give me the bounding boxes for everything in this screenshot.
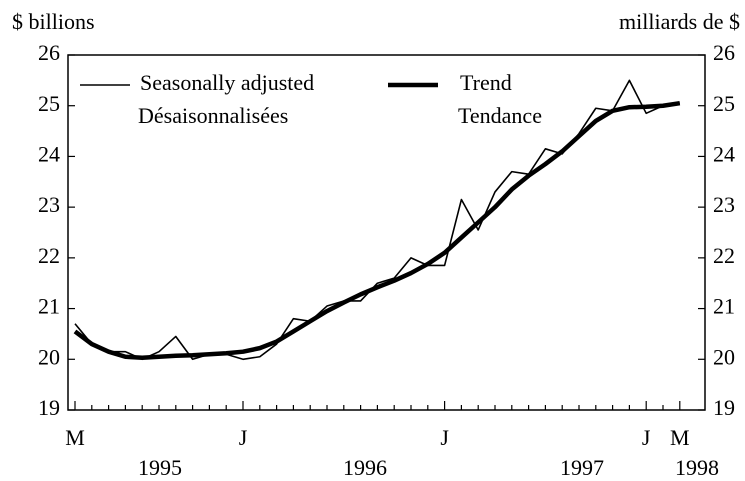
y-label-left: $ billions (12, 9, 95, 34)
y-tick-label-right: 23 (713, 192, 735, 217)
y-tick-label: 21 (38, 294, 60, 319)
y-tick-label-right: 26 (713, 40, 735, 65)
y-tick-label: 25 (38, 91, 60, 116)
y-tick-label-right: 21 (713, 294, 735, 319)
year-label: 1996 (343, 455, 387, 480)
y-tick-label-right: 19 (713, 395, 735, 420)
legend-label-fr: Désaisonnalisées (138, 103, 288, 128)
x-tick-label: J (642, 425, 651, 450)
y-tick-label-right: 24 (713, 141, 735, 166)
legend-label-fr: Tendance (458, 103, 542, 128)
plot-frame (67, 54, 706, 411)
y-tick-label: 23 (38, 192, 60, 217)
series-line (73, 100, 681, 361)
y-tick-label: 24 (38, 141, 60, 166)
legend-label: Trend (460, 70, 512, 95)
y-tick-label: 20 (38, 344, 60, 369)
y-tick-label: 26 (38, 40, 60, 65)
year-label: 1995 (138, 455, 182, 480)
y-tick-label: 19 (38, 395, 60, 420)
y-tick-label: 22 (38, 243, 60, 268)
x-tick-label: M (670, 425, 690, 450)
x-tick-label: J (239, 425, 248, 450)
y-tick-label-right: 20 (713, 344, 735, 369)
x-tick-label: M (65, 425, 85, 450)
y-label-right: milliards de $ (619, 9, 740, 34)
y-tick-label-right: 22 (713, 243, 735, 268)
y-tick-label-right: 25 (713, 91, 735, 116)
year-label: 1998 (675, 455, 719, 480)
legend-label: Seasonally adjusted (140, 70, 314, 95)
x-tick-label: J (440, 425, 449, 450)
year-label: 1997 (560, 455, 604, 480)
